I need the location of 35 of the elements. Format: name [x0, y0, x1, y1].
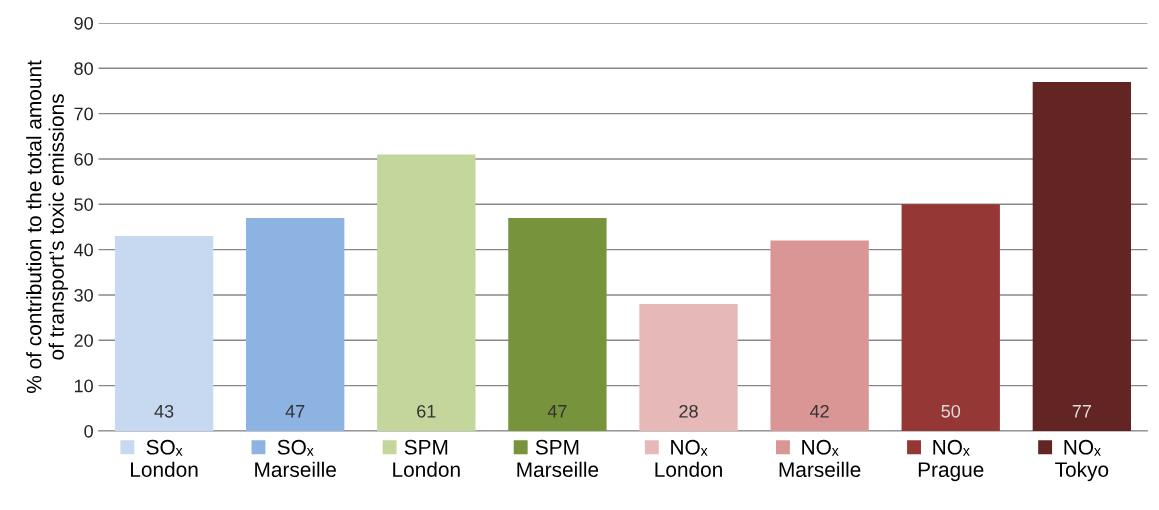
y-tick-label: 60	[74, 152, 93, 166]
data-label: 61	[417, 404, 436, 418]
bar	[508, 217, 607, 431]
y-tick-label: 50	[74, 198, 93, 211]
y-tick-label: 70	[74, 107, 93, 121]
data-label: 47	[285, 405, 305, 418]
x-tick-label: SOₓ London	[131, 439, 198, 478]
data-label: 50	[941, 404, 961, 418]
bar	[901, 204, 1000, 431]
x-tick-label: SOₓ Marseille	[255, 439, 336, 478]
y-tick-label: 30	[74, 288, 93, 302]
y-tick-label: 40	[73, 243, 93, 257]
y-tick-label: 80	[74, 62, 93, 75]
data-label: 28	[679, 404, 698, 418]
x-tick-label: SPM London	[393, 439, 460, 478]
bar	[246, 217, 345, 431]
bar	[770, 240, 869, 431]
x-tick-label: NOₓ London	[655, 439, 722, 478]
x-tick-label: NOₓ Marseille	[779, 439, 861, 478]
data-label: 47	[547, 405, 567, 418]
y-tick-label: 0	[84, 424, 93, 438]
y-axis-title: % of contribution to the total amount of transport’s toxic emissions	[26, 60, 69, 393]
y-tick-label: 20	[74, 334, 93, 347]
data-label: 77	[1072, 405, 1091, 418]
bar	[114, 236, 214, 431]
x-tick-label: SPM Marseille	[517, 439, 599, 478]
x-tick-label: NOₓ Prague	[918, 439, 984, 482]
x-tick-label: NOₓ Tokyo	[1055, 439, 1109, 482]
data-label: 43	[154, 404, 174, 418]
y-tick-label: 10	[74, 379, 93, 393]
y-tick-label: 90	[74, 16, 93, 30]
bar	[639, 304, 738, 431]
data-label: 42	[810, 404, 829, 418]
bar	[377, 154, 476, 431]
bar	[1032, 81, 1132, 431]
